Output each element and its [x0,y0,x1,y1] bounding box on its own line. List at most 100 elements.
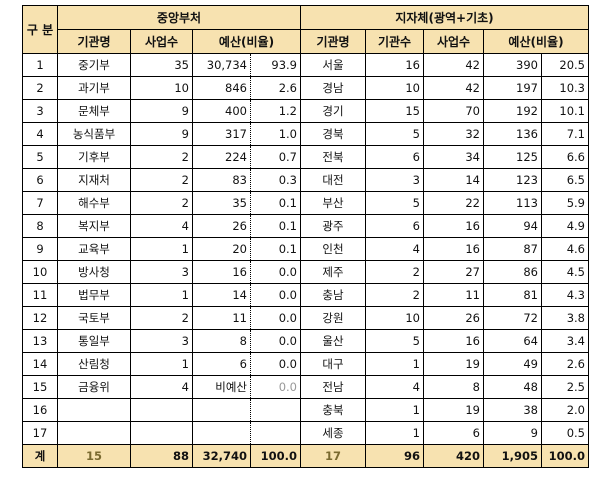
cell-l-orgs: 10 [365,76,424,100]
cell-c-proj: 3 [130,260,193,284]
cell-l-name: 인천 [300,237,366,261]
cell-no: 12 [22,306,58,330]
cell-l-ratio: 3.4 [541,329,589,353]
cell-l-proj: 16 [423,214,484,238]
cell-c-proj: 3 [130,329,193,353]
cell-l-name: 경기 [300,99,366,123]
cell-l-proj: 14 [423,168,484,192]
cell-c-proj: 1 [130,283,193,307]
cell-l-name: 대전 [300,168,366,192]
cell-l-ratio: 20.5 [541,53,589,77]
cell-l-proj: 42 [423,76,484,100]
cell-l-ratio: 2.6 [541,352,589,376]
cell-c-name: 기후부 [57,145,131,169]
cell-c-ratio: 0.0 [250,352,301,376]
table-row: 15 금융위 4 비예산 0.0 전남 4 8 48 2.5 [22,375,589,399]
cell-no: 1 [22,53,58,77]
cell-c-proj [130,421,193,445]
table-row: 7 해수부 2 35 0.1 부산 5 22 113 5.9 [22,191,589,215]
gubun-header: 구 분 [22,5,58,54]
col-header: 예산(비율) [483,29,589,54]
cell-l-proj: 26 [423,306,484,330]
cell-l-budget: 390 [483,53,542,77]
cell-l-orgs: 10 [365,306,424,330]
cell-c-ratio: 2.6 [250,76,301,100]
cell-no: 14 [22,352,58,376]
cell-no: 11 [22,283,58,307]
cell-l-name: 서울 [300,53,366,77]
cell-l-budget: 113 [483,191,542,215]
cell-c-ratio: 1.0 [250,122,301,146]
cell-l-ratio: 5.9 [541,191,589,215]
cell-l-ratio: 2.5 [541,375,589,399]
cell-l-ratio: 3.8 [541,306,589,330]
cell-c-ratio: 0.1 [250,214,301,238]
cell-c-proj: 2 [130,306,193,330]
cell-l-proj: 8 [423,375,484,399]
cell-l-budget: 9 [483,421,542,445]
cell-c-name: 문체부 [57,99,131,123]
cell-no: 17 [22,421,58,445]
cell-c-ratio [250,421,301,445]
cell-c-budget: 35 [192,191,251,215]
cell-l-orgs: 2 [365,283,424,307]
table-row: 16 충북 1 19 38 2.0 [22,398,589,422]
total-row: 계 15 88 32,740 100.0 17 96 420 1,905 100.0 [22,444,589,468]
cell-l-orgs: 6 [365,145,424,169]
cell-c-name: 통일부 [57,329,131,353]
cell-l-ratio: 10.1 [541,99,589,123]
cell-l-orgs: 6 [365,214,424,238]
cell-c-name: 복지부 [57,214,131,238]
cell-c-budget: 11 [192,306,251,330]
cell-c-proj: 10 [130,76,193,100]
table-row: 6 지재처 2 83 0.3 대전 3 14 123 6.5 [22,168,589,192]
cell-c-name: 중기부 [57,53,131,77]
cell-c-name: 지재처 [57,168,131,192]
cell-l-name: 제주 [300,260,366,284]
cell-l-proj: 27 [423,260,484,284]
cell-l-proj: 34 [423,145,484,169]
cell-c-proj: 9 [130,99,193,123]
cell-l-name: 충북 [300,398,366,422]
cell-c-proj: 2 [130,191,193,215]
cell-no: 7 [22,191,58,215]
cell-c-ratio: 0.0 [250,260,301,284]
cell-l-orgs: 1 [365,398,424,422]
cell-l-name: 전남 [300,375,366,399]
cell-l-ratio: 7.1 [541,122,589,146]
cell-l-orgs: 4 [365,237,424,261]
cell-l-budget: 38 [483,398,542,422]
cell-c-budget [192,421,251,445]
total-l-budget: 1,905 [483,444,542,468]
cell-l-orgs: 5 [365,191,424,215]
cell-l-ratio: 4.5 [541,260,589,284]
col-header: 예산(비율) [192,29,301,54]
table-row: 13 통일부 3 8 0.0 울산 5 16 64 3.4 [22,329,589,353]
cell-c-budget: 26 [192,214,251,238]
cell-c-budget: 83 [192,168,251,192]
table-row: 4 농식품부 9 317 1.0 경북 5 32 136 7.1 [22,122,589,146]
cell-l-budget: 86 [483,260,542,284]
cell-l-orgs: 1 [365,421,424,445]
cell-l-name: 경북 [300,122,366,146]
cell-c-budget: 6 [192,352,251,376]
col-header: 기관명 [300,29,366,54]
col-header: 기관수 [365,29,424,54]
cell-l-proj: 6 [423,421,484,445]
cell-c-budget: 20 [192,237,251,261]
cell-no: 8 [22,214,58,238]
cell-l-budget: 72 [483,306,542,330]
local-header: 지자체(광역+기초) [300,5,589,30]
cell-l-name: 부산 [300,191,366,215]
cell-no: 15 [22,375,58,399]
cell-c-proj: 2 [130,168,193,192]
cell-l-proj: 16 [423,237,484,261]
cell-c-proj: 35 [130,53,193,77]
cell-c-proj: 4 [130,214,193,238]
cell-c-name: 과기부 [57,76,131,100]
cell-l-proj: 16 [423,329,484,353]
total-l-name: 17 [300,444,366,468]
cell-c-proj [130,398,193,422]
cell-l-name: 충남 [300,283,366,307]
cell-l-budget: 197 [483,76,542,100]
